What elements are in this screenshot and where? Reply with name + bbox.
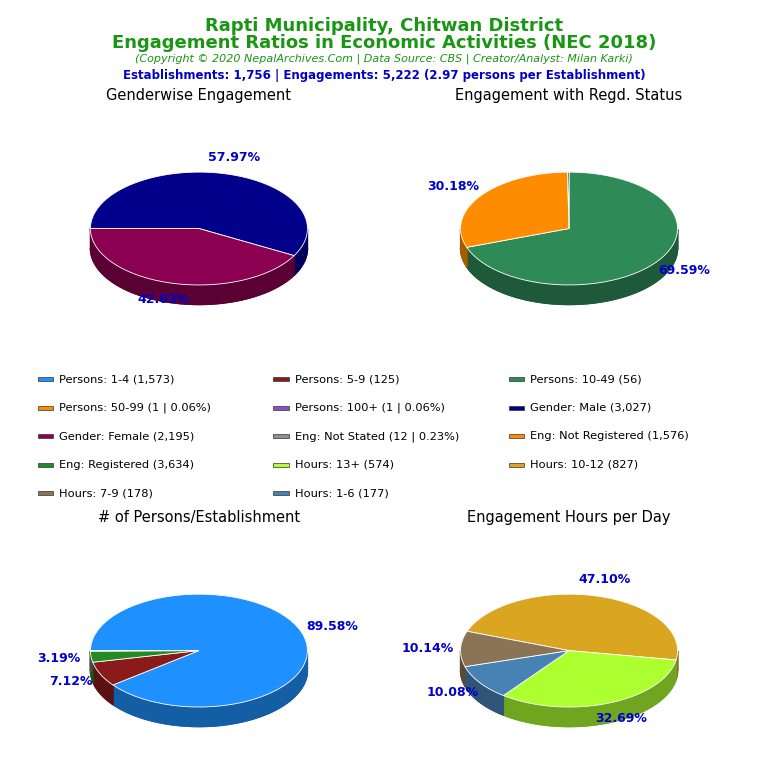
Polygon shape (467, 229, 677, 304)
Title: Engagement with Regd. Status: Engagement with Regd. Status (455, 88, 683, 103)
Polygon shape (113, 670, 307, 727)
Text: Eng: Not Stated (12 | 0.23%): Eng: Not Stated (12 | 0.23%) (294, 431, 458, 442)
Text: 89.58%: 89.58% (306, 621, 359, 634)
Polygon shape (93, 662, 113, 704)
Text: Rapti Municipality, Chitwan District: Rapti Municipality, Chitwan District (205, 17, 563, 35)
Polygon shape (676, 650, 677, 680)
Polygon shape (569, 670, 677, 680)
Polygon shape (465, 670, 569, 715)
Text: Gender: Female (2,195): Gender: Female (2,195) (59, 432, 194, 442)
Text: Hours: 13+ (574): Hours: 13+ (574) (294, 460, 393, 470)
Text: 7.12%: 7.12% (49, 675, 92, 688)
Polygon shape (465, 650, 569, 696)
Bar (38, 463, 53, 467)
Bar (509, 463, 525, 467)
Polygon shape (93, 650, 199, 685)
Text: 30.18%: 30.18% (427, 180, 479, 193)
Text: 32.69%: 32.69% (595, 712, 647, 725)
Title: # of Persons/Establishment: # of Persons/Establishment (98, 510, 300, 525)
Polygon shape (113, 652, 307, 727)
Polygon shape (461, 248, 569, 266)
Polygon shape (467, 594, 677, 660)
Polygon shape (294, 229, 307, 275)
Title: Engagement Hours per Day: Engagement Hours per Day (467, 510, 670, 525)
Text: 47.10%: 47.10% (579, 573, 631, 586)
Text: Persons: 5-9 (125): Persons: 5-9 (125) (294, 375, 399, 385)
Text: 69.59%: 69.59% (658, 264, 710, 277)
Bar (509, 406, 525, 410)
Bar (509, 434, 525, 439)
Bar (273, 377, 289, 382)
Title: Genderwise Engagement: Genderwise Engagement (107, 88, 291, 103)
Text: Eng: Registered (3,634): Eng: Registered (3,634) (59, 460, 194, 470)
Text: Gender: Male (3,027): Gender: Male (3,027) (530, 403, 651, 413)
Polygon shape (568, 172, 569, 229)
Bar (273, 463, 289, 467)
Bar (38, 434, 53, 439)
Text: Hours: 7-9 (178): Hours: 7-9 (178) (59, 488, 153, 498)
Text: (Copyright © 2020 NepalArchives.Com | Data Source: CBS | Creator/Analyst: Milan : (Copyright © 2020 NepalArchives.Com | Da… (135, 54, 633, 65)
Text: Persons: 1-4 (1,573): Persons: 1-4 (1,573) (59, 375, 174, 385)
Text: Engagement Ratios in Economic Activities (NEC 2018): Engagement Ratios in Economic Activities… (112, 34, 656, 51)
Text: 3.19%: 3.19% (37, 652, 81, 665)
Polygon shape (467, 172, 677, 285)
Polygon shape (93, 670, 199, 704)
Bar (38, 406, 53, 410)
Bar (509, 377, 525, 382)
Polygon shape (91, 594, 307, 707)
Polygon shape (91, 172, 307, 256)
Bar (273, 406, 289, 410)
Polygon shape (503, 670, 676, 727)
Polygon shape (503, 650, 676, 707)
Polygon shape (91, 650, 199, 662)
Polygon shape (461, 631, 569, 667)
Text: Establishments: 1,756 | Engagements: 5,222 (2.97 persons per Establishment): Establishments: 1,756 | Engagements: 5,2… (123, 69, 645, 82)
Bar (38, 377, 53, 382)
Text: Hours: 10-12 (827): Hours: 10-12 (827) (530, 460, 638, 470)
Text: 10.14%: 10.14% (402, 642, 454, 655)
Polygon shape (199, 248, 307, 275)
Polygon shape (91, 229, 294, 304)
Polygon shape (461, 670, 569, 686)
Text: Hours: 1-6 (177): Hours: 1-6 (177) (294, 488, 389, 498)
Bar (273, 434, 289, 439)
Polygon shape (91, 229, 294, 285)
Polygon shape (91, 670, 199, 682)
Text: Eng: Not Registered (1,576): Eng: Not Registered (1,576) (530, 432, 689, 442)
Polygon shape (91, 248, 294, 304)
Polygon shape (91, 651, 93, 682)
Polygon shape (461, 172, 569, 247)
Text: Persons: 50-99 (1 | 0.06%): Persons: 50-99 (1 | 0.06%) (59, 402, 211, 413)
Text: 10.08%: 10.08% (427, 686, 479, 699)
Text: 42.03%: 42.03% (138, 293, 190, 306)
Text: Persons: 100+ (1 | 0.06%): Persons: 100+ (1 | 0.06%) (294, 402, 445, 413)
Polygon shape (461, 229, 467, 266)
Text: 57.97%: 57.97% (208, 151, 260, 164)
Polygon shape (503, 660, 676, 727)
Polygon shape (467, 248, 677, 304)
Bar (273, 492, 289, 495)
Text: Persons: 10-49 (56): Persons: 10-49 (56) (530, 375, 641, 385)
Polygon shape (461, 650, 465, 686)
Bar (38, 492, 53, 495)
Polygon shape (465, 667, 503, 715)
